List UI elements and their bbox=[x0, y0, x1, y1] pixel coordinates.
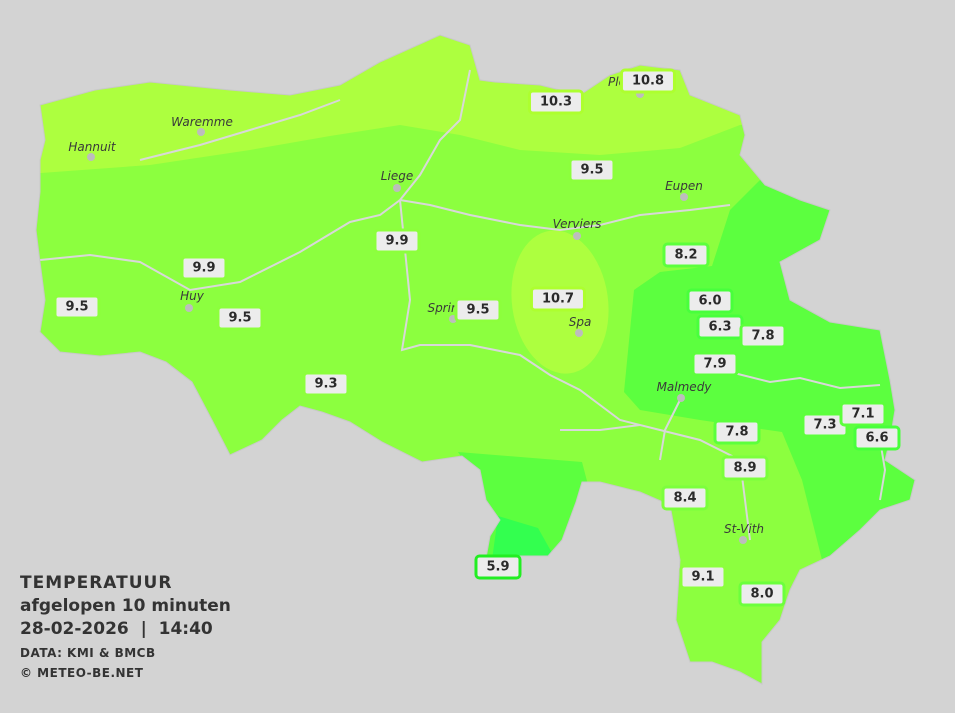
city-dot-hannuit bbox=[87, 153, 95, 161]
station-label[interactable]: 9.9 bbox=[373, 228, 421, 254]
city-label-hannuit: Hannuit bbox=[68, 140, 116, 154]
station-label[interactable]: 9.3 bbox=[302, 371, 350, 397]
station-label[interactable]: 7.8 bbox=[713, 419, 761, 445]
station-label[interactable]: 9.9 bbox=[180, 255, 228, 281]
station-label[interactable]: 7.1 bbox=[839, 401, 887, 427]
station-label[interactable]: 8.9 bbox=[721, 455, 769, 481]
legend-title: TEMPERATUUR bbox=[20, 573, 173, 593]
city-dot-sprimont bbox=[449, 315, 457, 323]
legend-source: DATA: KMI & BMCB bbox=[20, 646, 156, 660]
legend-copyright: © METEO-BE.NET bbox=[20, 666, 144, 680]
station-label[interactable]: 9.1 bbox=[679, 564, 727, 590]
station-label[interactable]: 8.0 bbox=[738, 581, 786, 607]
city-label-liege: Liege bbox=[380, 169, 414, 183]
station-label[interactable]: 9.5 bbox=[53, 294, 101, 320]
station-label[interactable]: 9.5 bbox=[568, 157, 616, 183]
city-label-verviers: Verviers bbox=[552, 217, 602, 231]
station-label[interactable]: 7.8 bbox=[739, 323, 787, 349]
city-dot-spa bbox=[575, 329, 583, 337]
zone-5 bbox=[492, 516, 556, 560]
city-dot-verviers bbox=[573, 232, 581, 240]
station-label[interactable]: 5.9 bbox=[474, 554, 522, 580]
station-label[interactable]: 9.5 bbox=[454, 297, 502, 323]
legend-datetime: 28-02-2026 | 14:40 bbox=[20, 619, 213, 639]
station-label[interactable]: 10.8 bbox=[619, 68, 677, 94]
station-label[interactable]: 7.9 bbox=[691, 351, 739, 377]
station-label[interactable]: 6.3 bbox=[696, 314, 744, 340]
city-dot-plombieres bbox=[636, 90, 644, 98]
city-dot-malmedy bbox=[677, 394, 685, 402]
city-dot-eupen bbox=[680, 193, 688, 201]
city-label-malmedy: Malmedy bbox=[656, 380, 712, 394]
station-label[interactable]: 10.7 bbox=[529, 286, 587, 312]
city-label-st-vith: St-Vith bbox=[723, 522, 765, 536]
station-label[interactable]: 10.3 bbox=[527, 89, 585, 115]
city-label-waremme: Waremme bbox=[171, 115, 233, 129]
map-legend: TEMPERATUUR afgelopen 10 minuten 28-02-2… bbox=[20, 572, 231, 683]
city-dot-liege bbox=[393, 184, 401, 192]
city-label-sprimont: Sprin bbox=[427, 301, 459, 315]
station-label[interactable]: 8.2 bbox=[662, 242, 710, 268]
city-label-spa: Spa bbox=[568, 315, 592, 329]
legend-subtitle: afgelopen 10 minuten bbox=[20, 596, 231, 616]
station-label[interactable]: 6.0 bbox=[686, 288, 734, 314]
station-label[interactable]: 8.4 bbox=[661, 485, 709, 511]
station-label[interactable]: 6.6 bbox=[853, 425, 901, 451]
city-dot-waremme bbox=[197, 128, 205, 136]
station-label[interactable]: 9.5 bbox=[216, 305, 264, 331]
city-label-eupen: Eupen bbox=[665, 179, 703, 193]
city-label-huy: Huy bbox=[180, 289, 204, 303]
rivers bbox=[39, 69, 887, 541]
city-dot-huy bbox=[185, 304, 193, 312]
city-dot-st-vith bbox=[739, 536, 747, 544]
